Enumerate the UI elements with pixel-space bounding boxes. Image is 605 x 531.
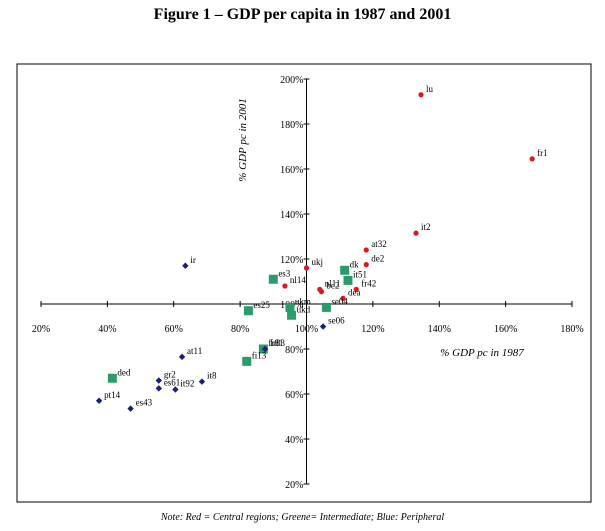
point-fr42: [353, 286, 359, 292]
point-label-fr83: fr83: [270, 338, 285, 348]
point-label-it51: it51: [353, 269, 367, 279]
point-label-at11: at11: [187, 346, 202, 356]
point-label-fr81: fr81: [268, 338, 283, 348]
point-se04: [321, 302, 331, 312]
point-at32: [363, 247, 369, 253]
chart-note: Note: Red = Central regions; Greene= Int…: [160, 512, 445, 523]
point-se06: [319, 323, 327, 330]
x-tick-label: 80%: [231, 324, 249, 335]
x-tick-label: 60%: [165, 324, 183, 335]
point-it8: [198, 378, 206, 385]
point-fr83: [261, 345, 269, 353]
point-fr1: [529, 156, 535, 162]
point-label-fr42: fr42: [361, 278, 376, 288]
point-label-ukd: ukd: [297, 304, 311, 314]
point-label-fi13: fi13: [252, 350, 267, 360]
point-nl14: [282, 283, 288, 289]
point-label-nl14: nl14: [290, 275, 307, 285]
point-it92: [172, 386, 179, 393]
point-label-es3: es3: [278, 268, 290, 278]
y-tick-label: 120%: [280, 255, 303, 266]
x-tick-label: 20%: [32, 324, 50, 335]
point-label-it2: it2: [421, 222, 431, 232]
point-fi13: [242, 356, 252, 366]
point-label-ukj: ukj: [312, 257, 324, 267]
point-label-pt14: pt14: [104, 390, 121, 400]
point-it2: [413, 230, 419, 236]
point-label-es61: es61: [164, 377, 181, 387]
y-tick-label: 140%: [280, 210, 303, 221]
x-tick-label: 120%: [361, 324, 384, 335]
point-label-dk: dk: [350, 259, 360, 269]
y-axis-title: % GDP pc in 2001: [237, 98, 249, 182]
point-label-it92: it92: [180, 379, 194, 389]
point-label-at32: at32: [371, 239, 387, 249]
y-tick-label: 20%: [285, 480, 303, 491]
point-label-ir: ir: [190, 255, 196, 265]
point-es43: [127, 405, 134, 412]
point-gr2: [155, 377, 163, 384]
point-be2: [318, 289, 325, 295]
point-label-se06: se06: [328, 316, 345, 326]
point-label-de2: de2: [371, 254, 384, 264]
x-tick-label: 140%: [428, 324, 451, 335]
point-label-it8: it8: [207, 371, 217, 381]
point-label-gr2: gr2: [164, 370, 176, 380]
y-tick-label: 160%: [280, 165, 303, 176]
point-lu: [418, 92, 424, 98]
x-axis-title: % GDP pc in 1987: [440, 347, 524, 359]
y-tick-label: 200%: [280, 75, 303, 86]
point-ukj: [303, 265, 310, 271]
point-dea: [340, 295, 346, 301]
point-ukm: [285, 302, 295, 312]
point-label-lu: lu: [426, 84, 434, 94]
x-tick-label: 180%: [560, 324, 583, 335]
point-de2: [363, 262, 369, 268]
point-es61: [155, 385, 163, 392]
point-label-ded: ded: [117, 367, 130, 377]
point-label-dea: dea: [348, 287, 361, 297]
point-label-be2: be2: [326, 281, 339, 291]
y-tick-label: 60%: [285, 390, 303, 401]
x-tick-label: 100%: [295, 324, 318, 335]
point-pt14: [95, 397, 103, 404]
point-ukd: [287, 310, 297, 320]
point-label-fr1: fr1: [537, 148, 548, 158]
point-es3: [268, 274, 278, 284]
axes: 20% 40% 60% 80% 100% 120% 140% 160% 180% 20% 40% 60…: [32, 75, 584, 491]
point-at11: [178, 353, 186, 361]
y-tick-label: 80%: [285, 345, 303, 356]
plot-frame: [16, 63, 592, 503]
point-label-es25: es25: [253, 300, 270, 310]
point-ded: [107, 373, 117, 383]
x-tick-label: 160%: [494, 324, 517, 335]
point-it51: [343, 275, 353, 285]
y-tick-label: 180%: [280, 120, 303, 131]
point-label-se04: se04: [331, 296, 348, 306]
y-tick-label: 40%: [285, 435, 303, 446]
point-dk: [340, 265, 350, 275]
point-es25: [243, 306, 253, 316]
point-label-es43: es43: [136, 398, 153, 408]
chart-title: Figure 1 – GDP per capita in 1987 and 20…: [153, 6, 452, 23]
point-ir: [182, 262, 189, 269]
point-label-ukm: ukm: [295, 296, 311, 306]
x-tick-label: 40%: [98, 324, 116, 335]
point-label-nl11: nl11: [325, 278, 341, 288]
